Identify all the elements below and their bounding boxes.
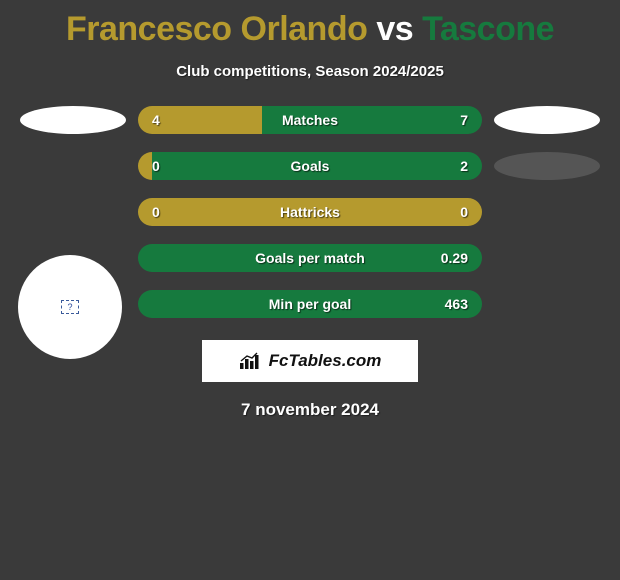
stat-bar: 0 2 Goals bbox=[138, 152, 482, 180]
branding-text: FcTables.com bbox=[269, 351, 382, 371]
bar-label: Goals bbox=[291, 158, 330, 174]
bar-value-right: 2 bbox=[460, 158, 468, 174]
bar-value-right: 463 bbox=[445, 296, 468, 312]
bar-seg-left bbox=[138, 152, 152, 180]
player2-name: Tascone bbox=[422, 10, 554, 48]
stat-bar: 463 Min per goal bbox=[138, 290, 482, 318]
deco-right-slot bbox=[492, 106, 602, 318]
deco-ellipse-gray bbox=[494, 152, 600, 180]
stat-bar: 0.29 Goals per match bbox=[138, 244, 482, 272]
bar-value-right: 0.29 bbox=[441, 250, 468, 266]
deco-spacer bbox=[18, 198, 128, 226]
deco-spacer bbox=[492, 244, 602, 272]
deco-ellipse-white bbox=[494, 106, 600, 134]
stat-bar: 0 0 Hattricks bbox=[138, 198, 482, 226]
bar-label: Matches bbox=[282, 112, 338, 128]
bar-value-left: 0 bbox=[152, 204, 160, 220]
bar-chart-icon bbox=[239, 352, 263, 370]
stat-bar: 4 7 Matches bbox=[138, 106, 482, 134]
deco-spacer bbox=[492, 198, 602, 226]
bar-value-left: 0 bbox=[152, 158, 160, 174]
bars-container: 4 7 Matches 0 2 Goals 0 0 Hattricks 0.29 Goals per… bbox=[138, 106, 482, 318]
page-title: Francesco Orlando vs Tascone bbox=[0, 0, 620, 49]
deco-spacer bbox=[492, 290, 602, 318]
bar-label: Goals per match bbox=[255, 250, 365, 266]
bar-label: Min per goal bbox=[269, 296, 351, 312]
bar-value-left: 4 bbox=[152, 112, 160, 128]
date-text: 7 november 2024 bbox=[0, 400, 620, 420]
avatar-placeholder-icon: ? bbox=[61, 300, 79, 314]
bar-value-right: 7 bbox=[460, 112, 468, 128]
comparison-chart: ? 4 7 Matches 0 2 Goals 0 0 Hattricks 0.29 Goals p… bbox=[0, 80, 620, 318]
branding-box: FcTables.com bbox=[202, 340, 418, 382]
player1-avatar-disc: ? bbox=[18, 255, 122, 359]
player1-name: Francesco Orlando bbox=[66, 10, 367, 48]
bar-label: Hattricks bbox=[280, 204, 340, 220]
deco-spacer bbox=[18, 152, 128, 180]
subtitle: Club competitions, Season 2024/2025 bbox=[0, 63, 620, 80]
deco-ellipse-white bbox=[20, 106, 126, 134]
bar-value-right: 0 bbox=[460, 204, 468, 220]
vs-label: vs bbox=[376, 10, 413, 48]
